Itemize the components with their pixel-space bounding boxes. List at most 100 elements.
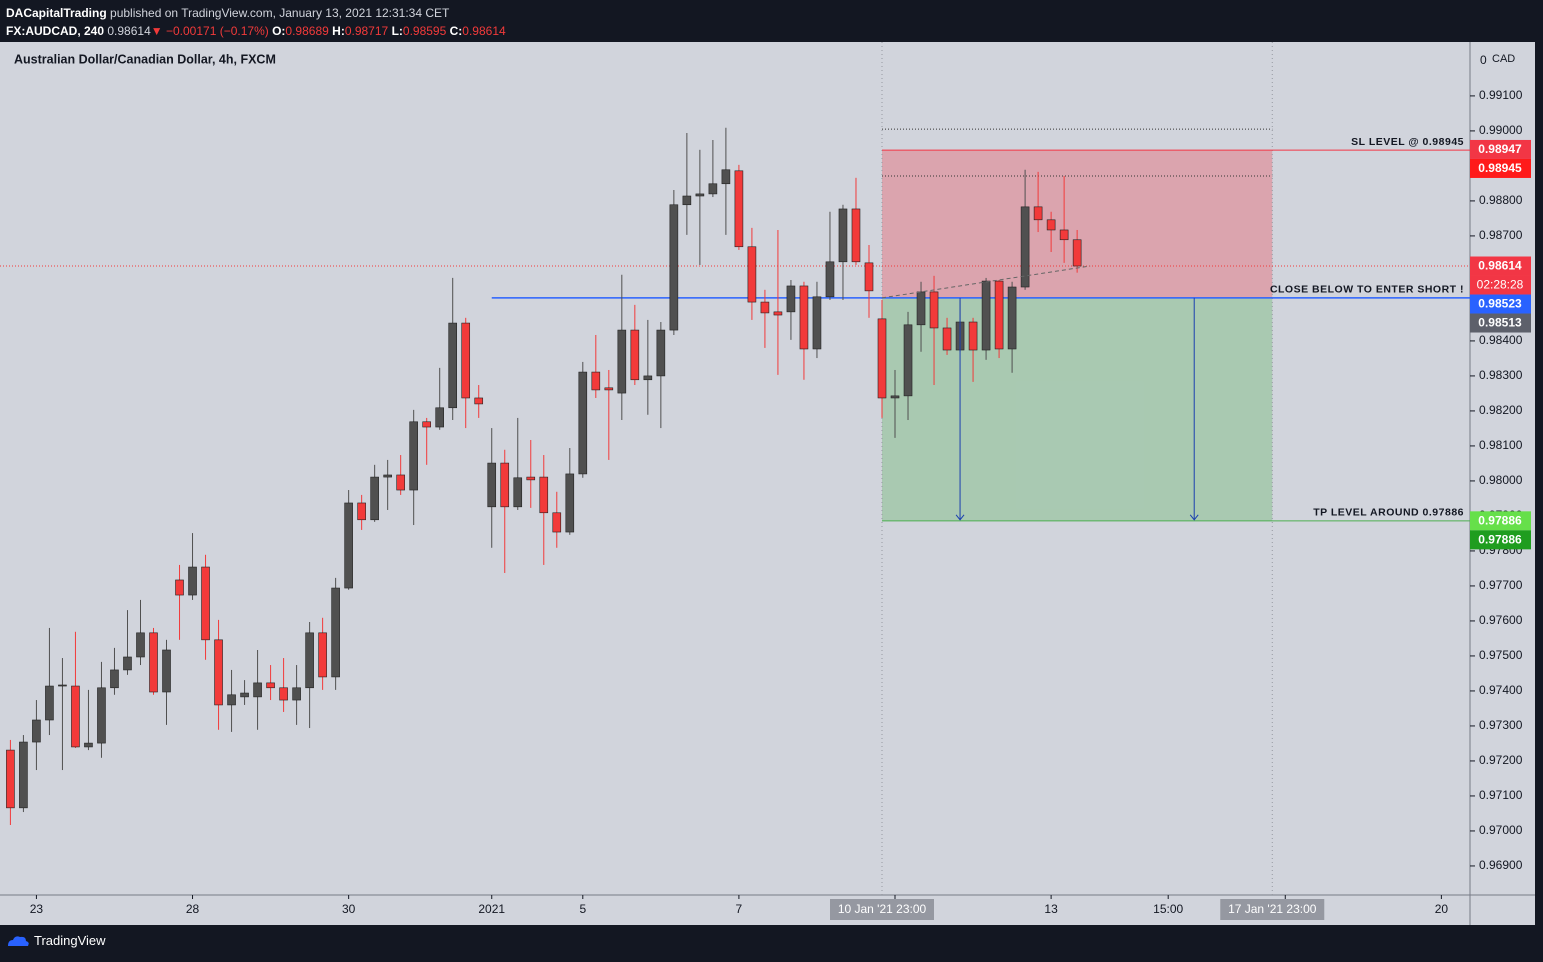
y-tick-label: 0.98000	[1479, 473, 1523, 487]
y-tick-label: 0.96900	[1479, 858, 1523, 872]
candle-body	[1072, 239, 1082, 267]
y-tick-label: 0.97600	[1479, 613, 1523, 627]
candle-body	[968, 321, 978, 351]
price-label: 0.98947	[1478, 142, 1522, 156]
y-tick-label: 0.98800	[1479, 193, 1523, 207]
target-zone	[882, 297, 1273, 521]
candle-body	[513, 477, 523, 508]
y-tick-label: 0.97700	[1479, 578, 1523, 592]
y-tick-label: 0.98100	[1479, 438, 1523, 452]
countdown-box	[1470, 275, 1531, 295]
symbol: FX:AUDCAD, 240	[6, 24, 105, 38]
arrow-head	[955, 514, 965, 521]
candle-body	[227, 694, 236, 706]
level-label: TP LEVEL AROUND 0.97886	[1313, 507, 1464, 519]
candle-body	[110, 669, 119, 689]
candle-body	[1059, 229, 1069, 241]
x-tick-label: 2021	[478, 902, 505, 916]
y-tick-label: 0.98300	[1479, 368, 1523, 382]
price-axis	[1470, 42, 1535, 925]
candle-body	[279, 687, 288, 701]
y-tick-label: 0.98400	[1479, 333, 1523, 347]
price-label-box	[1470, 511, 1531, 531]
candle-body	[981, 280, 991, 351]
candle-body	[149, 632, 158, 693]
candle-body	[214, 639, 223, 706]
price-label-box	[1470, 313, 1531, 333]
candle-body	[45, 685, 54, 721]
candle-body	[383, 474, 392, 478]
footer: TradingView	[6, 932, 106, 948]
candle-body	[500, 462, 510, 508]
candle-body	[71, 685, 80, 748]
candle-body	[929, 291, 939, 329]
candle-body	[370, 476, 379, 521]
candle-body	[760, 301, 770, 314]
y-tick-label: 0.97100	[1479, 788, 1523, 802]
candle-body	[708, 183, 718, 195]
ohlc-value: 0.98595	[402, 24, 447, 38]
arrow: ▼	[150, 24, 163, 38]
currency: CAD	[1492, 53, 1515, 65]
trend-line	[881, 265, 1091, 299]
candle-body	[578, 371, 588, 475]
candle-body	[292, 687, 301, 701]
candle-body	[773, 311, 783, 316]
x-tick-label: 23	[30, 902, 44, 916]
x-tick-label: 7	[736, 902, 743, 916]
candle-body	[916, 291, 926, 326]
candle-body	[890, 395, 900, 399]
brand: TradingView	[34, 932, 106, 948]
time-label-box	[830, 899, 934, 920]
candle-body	[396, 474, 405, 491]
candle-body	[669, 204, 679, 331]
y-tick-label: 0.97200	[1479, 753, 1523, 767]
candle-body	[1046, 219, 1056, 231]
candle-body	[162, 649, 171, 693]
candle-body	[799, 285, 809, 350]
time-label-box	[1220, 899, 1325, 920]
candle-body	[201, 566, 210, 641]
candle-body	[474, 397, 484, 405]
price-label: 0.98513	[1478, 316, 1522, 330]
candle-body	[422, 421, 431, 428]
level-label: SL LEVEL @ 0.98945	[1351, 136, 1464, 148]
price-label: 0.98523	[1478, 297, 1522, 311]
price-label: 0.98945	[1478, 161, 1522, 175]
candle-body	[1020, 206, 1030, 288]
price-label-box	[1470, 256, 1531, 276]
candle-body	[864, 262, 874, 292]
y-tick-label: 0.97000	[1479, 823, 1523, 837]
x-tick-label: 28	[186, 902, 200, 916]
time-label: 10 Jan '21 23:00	[838, 902, 927, 916]
last-price: 0.98614	[107, 24, 151, 38]
candle-body	[539, 476, 549, 514]
ohlc-value: 0.98614	[462, 24, 506, 38]
price-label-box	[1470, 530, 1531, 550]
ohlc-label: L:	[391, 24, 403, 38]
price-label-box	[1470, 139, 1531, 159]
candle-body	[812, 296, 822, 350]
header: DACapitalTrading published on TradingVie…	[6, 4, 506, 40]
candle-body	[604, 387, 614, 391]
logo	[8, 936, 29, 946]
arrow-head	[1189, 514, 1199, 521]
candle-body	[19, 741, 28, 809]
candle-body	[461, 322, 471, 399]
symbol-line: FX:AUDCAD, 240 0.98614▼ −0.00171 (−0.17%…	[6, 22, 506, 40]
price-label: 0.97886	[1478, 513, 1522, 527]
countdown: 02:28:28	[1477, 278, 1524, 292]
stop-zone	[882, 150, 1273, 298]
x-tick-label: 30	[342, 902, 356, 916]
candle-body	[942, 327, 952, 351]
chart-title: Australian Dollar/Canadian Dollar, 4h, F…	[14, 52, 276, 66]
candle-body	[643, 375, 653, 381]
candle-body	[32, 719, 41, 743]
author: DACapitalTrading	[6, 6, 107, 20]
candle-body	[357, 502, 366, 521]
candle-body	[97, 687, 106, 744]
y-tick-label: 0.98200	[1479, 403, 1523, 417]
ohlc-value: 0.98689	[285, 24, 329, 38]
